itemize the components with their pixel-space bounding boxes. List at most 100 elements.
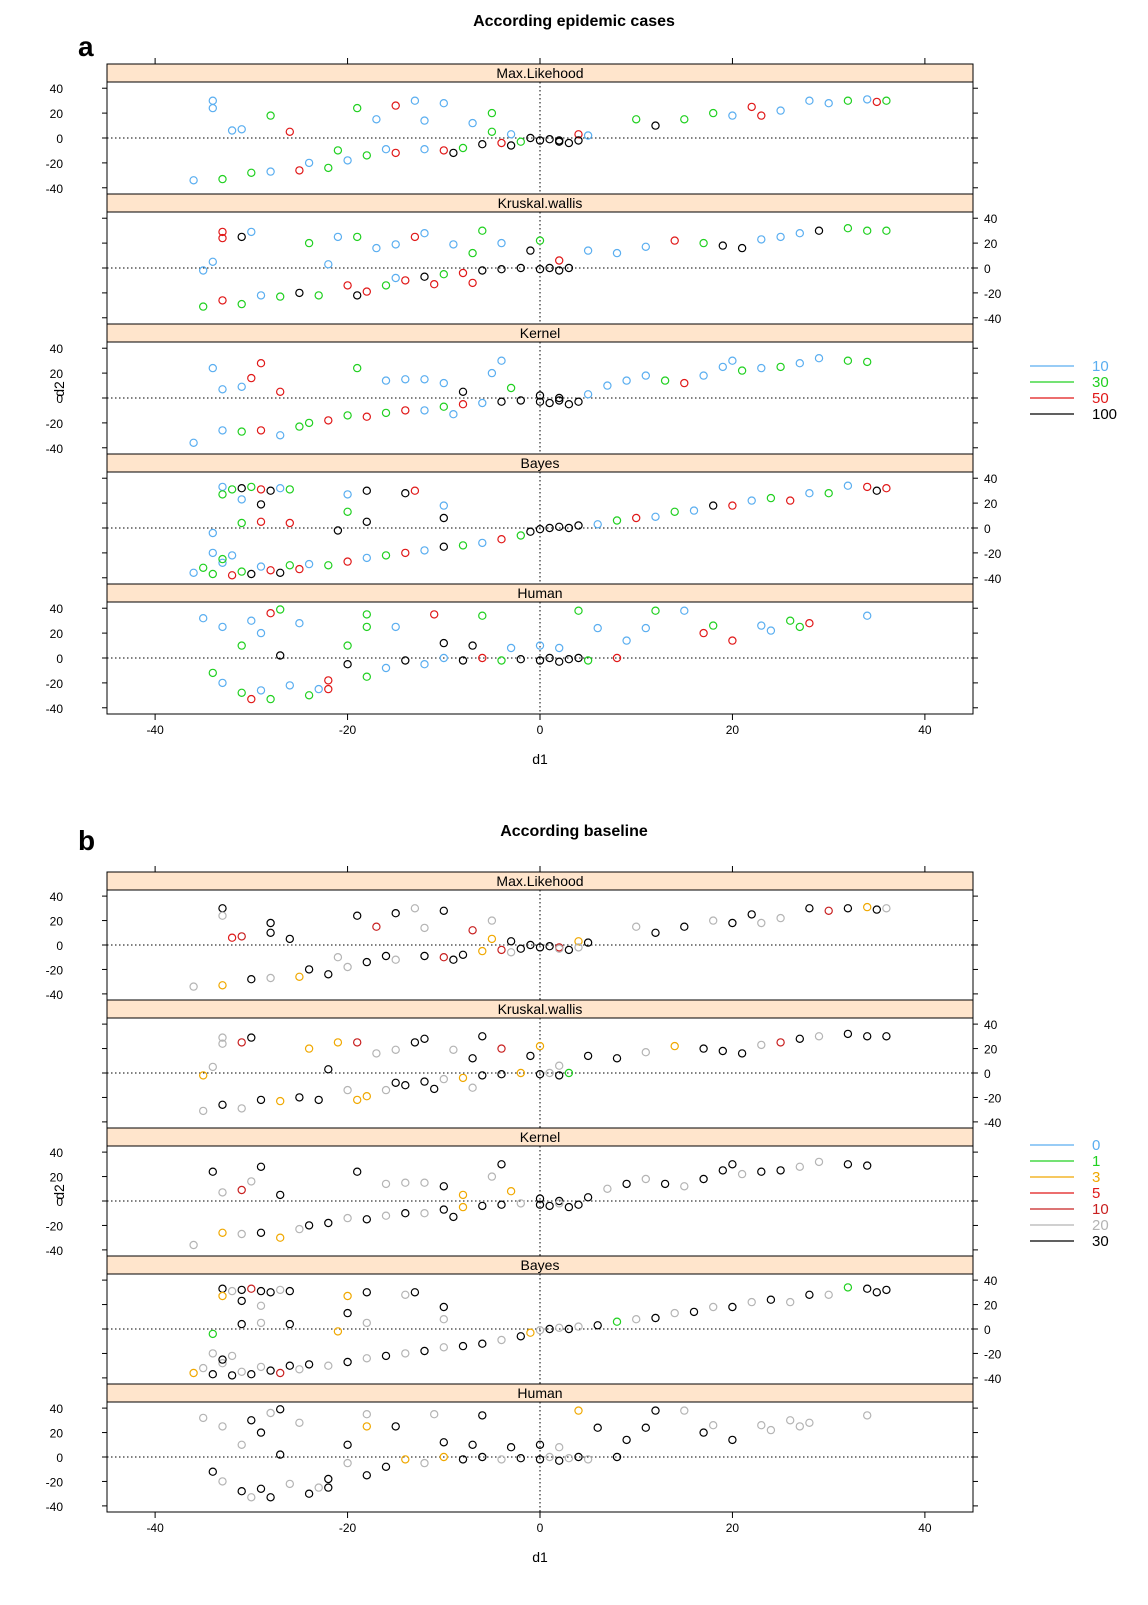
data-point xyxy=(680,1406,689,1415)
data-point xyxy=(458,1455,468,1464)
data-point xyxy=(208,257,217,266)
data-point xyxy=(574,1322,583,1331)
data-point xyxy=(237,1038,246,1047)
data-point xyxy=(218,174,227,184)
data-point xyxy=(189,438,198,447)
data-point xyxy=(391,148,400,158)
data-point xyxy=(430,1084,439,1094)
data-point xyxy=(189,1368,198,1378)
data-point xyxy=(401,656,410,665)
data-point xyxy=(526,527,535,536)
y-tick-label: 20 xyxy=(984,1043,998,1057)
y-tick-label: 0 xyxy=(56,1195,63,1209)
y-tick-label: -20 xyxy=(984,547,1002,561)
data-point xyxy=(757,1040,766,1050)
data-point xyxy=(516,263,526,273)
data-point xyxy=(198,563,208,573)
data-point xyxy=(343,490,352,499)
data-point xyxy=(285,485,294,494)
data-point xyxy=(401,1178,410,1187)
data-point xyxy=(198,1363,208,1373)
data-point xyxy=(497,238,506,248)
y-tick-label: -40 xyxy=(984,1372,1002,1386)
data-point xyxy=(218,1358,227,1368)
data-point xyxy=(324,1361,333,1370)
data-point xyxy=(699,628,708,638)
data-point xyxy=(227,1371,237,1380)
data-point xyxy=(882,1285,891,1295)
data-point xyxy=(439,1314,448,1324)
data-point xyxy=(266,111,275,120)
data-point xyxy=(449,1212,458,1222)
data-point xyxy=(333,1327,343,1336)
data-point xyxy=(555,1442,564,1452)
facet-strip-label: Max.Likehood xyxy=(496,65,583,81)
data-point xyxy=(737,1169,747,1179)
data-point xyxy=(843,223,853,233)
data-point xyxy=(256,1095,266,1105)
data-point xyxy=(468,926,477,935)
data-point xyxy=(439,1438,448,1447)
data-point xyxy=(362,517,371,527)
data-point xyxy=(651,606,660,615)
data-point xyxy=(487,368,497,378)
data-point xyxy=(410,96,420,105)
data-point xyxy=(353,232,362,242)
data-point xyxy=(497,1200,506,1209)
y-tick-label: 40 xyxy=(50,82,64,96)
data-point xyxy=(478,1411,487,1420)
data-point xyxy=(218,981,227,990)
data-point xyxy=(353,291,362,300)
data-point xyxy=(564,400,574,409)
data-point xyxy=(718,1166,728,1175)
data-point xyxy=(709,1420,718,1430)
data-point xyxy=(420,1346,429,1356)
data-point xyxy=(458,1073,468,1083)
data-point xyxy=(545,653,554,663)
facet-strip-label: Kruskal.wallis xyxy=(498,195,583,211)
data-point xyxy=(314,684,323,694)
data-point xyxy=(574,136,583,145)
data-point xyxy=(824,489,833,498)
data-point xyxy=(198,302,208,311)
data-point xyxy=(237,125,246,134)
data-point xyxy=(266,486,275,495)
data-point xyxy=(516,1199,526,1208)
y-tick-label: -40 xyxy=(984,1116,1002,1130)
data-point xyxy=(583,246,593,255)
data-point xyxy=(526,1328,535,1337)
data-point xyxy=(227,1351,237,1361)
data-point xyxy=(430,610,439,619)
data-point xyxy=(189,1240,198,1250)
facet-strip-label: Bayes xyxy=(521,455,560,471)
data-point xyxy=(237,1440,246,1450)
data-point xyxy=(564,1068,574,1078)
y-tick-label: 40 xyxy=(984,1018,998,1032)
data-point xyxy=(709,501,718,510)
data-point xyxy=(747,1297,756,1307)
facet-bayes: Bayes -40 -20 0 20 40 xyxy=(102,453,1002,586)
data-point xyxy=(747,102,756,112)
data-point xyxy=(314,1483,323,1492)
legend-label: 10 xyxy=(1092,1201,1109,1218)
data-point xyxy=(353,363,362,373)
data-point xyxy=(497,945,506,955)
data-point xyxy=(430,1409,439,1419)
data-point xyxy=(237,382,246,391)
data-point xyxy=(198,1071,208,1080)
data-point xyxy=(766,1295,776,1304)
y-tick-label: -40 xyxy=(984,312,1002,326)
data-point xyxy=(593,1321,602,1330)
data-point xyxy=(843,481,853,490)
data-point xyxy=(227,551,237,560)
data-point xyxy=(420,375,429,384)
data-point xyxy=(256,686,266,695)
data-point xyxy=(863,1161,872,1170)
data-point xyxy=(603,381,612,390)
data-point xyxy=(208,363,217,373)
data-point xyxy=(410,1288,420,1297)
data-point xyxy=(401,1080,410,1090)
y-tick-label: -20 xyxy=(46,1219,64,1233)
data-point xyxy=(295,1093,304,1102)
data-point xyxy=(295,1365,304,1374)
